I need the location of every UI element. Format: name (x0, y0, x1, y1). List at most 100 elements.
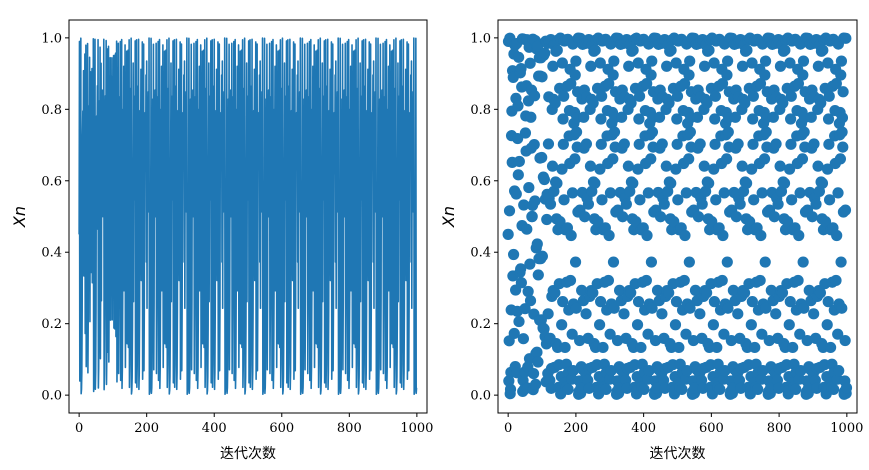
scatter-chart-point (532, 40, 544, 52)
scatter-chart-point (823, 138, 835, 150)
scatter-chart-point (549, 287, 561, 299)
scatter-chart-y-tick-label: 0.2 (470, 317, 491, 332)
scatter-chart-point (507, 248, 520, 261)
line-chart-y-tick-label: 1.0 (41, 31, 62, 46)
scatter-chart-point (772, 198, 784, 210)
line-chart-y-tick-label: 0.0 (41, 389, 62, 404)
scatter-chart-point (745, 319, 757, 331)
scatter-chart-point (503, 375, 515, 387)
scatter-chart-point (727, 284, 739, 296)
scatter-chart-point (551, 177, 563, 189)
scatter-chart-point (604, 187, 617, 199)
scatter-chart-point (654, 211, 667, 223)
scatter-chart-point (816, 177, 829, 189)
scatter-chart-point (542, 308, 554, 320)
scatter-chart-point (759, 55, 772, 67)
scatter-chart-point (701, 97, 713, 109)
scatter-chart-point (714, 383, 726, 395)
scatter-chart-x-tick-label: 0 (504, 421, 512, 436)
scatter-chart-point (732, 138, 744, 150)
scatter-chart-point (565, 229, 577, 242)
scatter-chart-point (752, 383, 764, 395)
scatter-chart-point (597, 341, 609, 354)
scatter-chart-point (515, 63, 527, 75)
scatter-chart-point (512, 132, 524, 145)
scatter-chart-point (822, 57, 834, 69)
scatter-chart-point (642, 187, 654, 199)
scatter-chart-point (837, 141, 849, 153)
scatter-chart-point (793, 229, 805, 242)
scatter-chart-point (722, 126, 734, 138)
line-chart-x-ticks: 0 200 400 600 800 1000 (75, 413, 433, 436)
scatter-chart-point (708, 296, 721, 308)
scatter-chart-point (627, 177, 639, 189)
scatter-chart-point (532, 356, 544, 368)
scatter-chart-point (784, 57, 796, 69)
scatter-chart-point (521, 223, 533, 235)
scatter-chart-point (732, 308, 744, 320)
line-chart-series-line (78, 37, 418, 396)
scatter-chart-point (817, 44, 829, 56)
scatter-chart-point (570, 55, 582, 67)
line-chart-y-tick-label: 0.2 (41, 317, 62, 332)
scatter-chart-y-tick-label: 1.0 (470, 31, 491, 46)
scatter-chart-point (754, 274, 766, 287)
scatter-chart-point (641, 78, 653, 90)
scatter-chart-point (515, 263, 527, 275)
scatter-chart-point (574, 334, 586, 347)
scatter-chart-point (839, 204, 852, 216)
scatter-chart-point (512, 169, 524, 181)
scatter-chart-point (778, 177, 791, 189)
scatter-chart-point (670, 57, 682, 69)
scatter-chart-point (576, 284, 588, 296)
scatter-chart-point (631, 319, 644, 331)
scatter-chart-point (756, 328, 768, 340)
scatter-chart-point (668, 216, 680, 228)
scatter-chart-point (510, 188, 522, 200)
scatter-chart-point (783, 319, 795, 331)
scatter-chart-point (565, 78, 577, 90)
scatter-chart-point (836, 302, 848, 314)
scatter-chart-point (679, 229, 691, 242)
scatter-chart-point (774, 160, 786, 172)
scatter-chart-point (834, 153, 847, 165)
scatter-chart-point (673, 341, 685, 354)
scatter-chart-point (759, 256, 771, 268)
scatter-chart-point (645, 69, 657, 81)
scatter-chart-point (670, 163, 682, 175)
scatter-chart-point (570, 302, 582, 314)
scatter-chart-point (739, 97, 751, 109)
scatter-chart-point (513, 155, 525, 168)
scatter-chart-point (792, 274, 804, 287)
scatter-chart-point (754, 78, 767, 90)
scatter-chart-point (556, 163, 568, 175)
scatter-chart-point (709, 90, 722, 102)
scatter-chart-point (794, 187, 806, 199)
scatter-chart-point (725, 334, 737, 347)
scatter-chart-y-axis-label: Xn (439, 206, 458, 228)
scatter-chart-point (671, 113, 683, 125)
scatter-chart-point (579, 211, 591, 223)
scatter-chart-point (835, 256, 847, 268)
scatter-chart-point (528, 138, 540, 151)
scatter-chart-point (665, 177, 677, 189)
scatter-chart-point (670, 296, 683, 308)
scatter-chart-point (823, 90, 835, 102)
scatter-chart-point (661, 60, 673, 72)
scatter-chart-point (522, 285, 534, 298)
scatter-chart-point (532, 269, 544, 281)
scatter-chart-point (671, 90, 684, 102)
scatter-chart-point (823, 194, 836, 206)
scatter-chart-point (570, 126, 583, 138)
scatter-chart-point (589, 44, 601, 56)
scatter-chart-point (683, 69, 695, 81)
scatter-chart-point (633, 90, 646, 102)
scatter-chart-point (641, 229, 653, 242)
scatter-chart-point (569, 256, 582, 268)
scatter-chart-frame (497, 19, 858, 414)
scatter-chart-point (554, 216, 566, 228)
scatter-chart-point (607, 153, 619, 165)
scatter-chart-point (602, 274, 615, 287)
scatter-chart-point (819, 216, 832, 228)
scatter-chart-point (600, 383, 612, 395)
